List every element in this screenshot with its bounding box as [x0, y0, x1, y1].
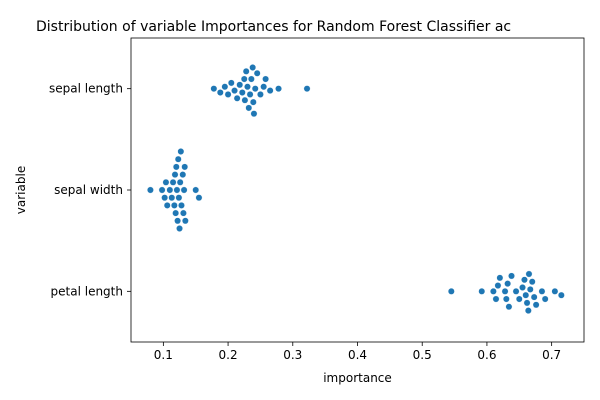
data-point — [181, 163, 189, 171]
data-point — [179, 171, 187, 179]
data-point — [250, 110, 258, 118]
data-point — [501, 287, 509, 295]
y-tick-label: sepal length — [49, 82, 123, 96]
x-tick-label: 0.4 — [348, 348, 367, 362]
data-point — [275, 85, 282, 93]
data-point — [245, 104, 253, 112]
data-point — [161, 194, 169, 202]
data-point — [249, 98, 257, 106]
x-tick-label: 0.2 — [219, 348, 238, 362]
data-point — [262, 75, 270, 83]
data-point — [522, 291, 530, 299]
data-point — [166, 186, 174, 194]
data-point — [168, 194, 176, 202]
x-tick-label: 0.5 — [413, 348, 432, 362]
data-point — [478, 287, 486, 295]
y-axis-label: variable — [14, 166, 28, 214]
data-point — [172, 209, 180, 217]
y-axis: sepal length sepal width petal length — [49, 82, 131, 298]
data-point — [176, 225, 183, 232]
data-point — [174, 217, 181, 225]
data-point — [242, 67, 250, 75]
data-point — [519, 284, 526, 291]
x-axis: 0.1 0.2 0.3 0.4 0.5 0.6 0.7 — [154, 342, 561, 362]
data-point — [195, 194, 203, 202]
data-point — [238, 89, 246, 96]
data-point — [210, 85, 218, 93]
data-point — [489, 287, 497, 295]
data-point — [508, 272, 515, 280]
data-point — [504, 280, 512, 288]
data-point — [181, 217, 189, 225]
x-axis-label: importance — [323, 371, 392, 385]
x-tick-label: 0.3 — [283, 348, 302, 362]
data-point — [169, 178, 177, 186]
data-point — [530, 293, 538, 301]
data-point — [224, 91, 232, 98]
data-point — [221, 83, 229, 91]
plot-area — [147, 64, 565, 314]
data-point — [521, 276, 528, 284]
data-point — [551, 287, 559, 295]
data-point — [247, 75, 255, 83]
data-point — [180, 186, 188, 194]
data-point — [523, 299, 531, 307]
data-point — [496, 274, 504, 282]
data-point — [515, 295, 523, 303]
data-point — [171, 171, 179, 179]
data-point — [241, 96, 249, 104]
data-point — [538, 287, 546, 295]
data-point — [557, 291, 565, 299]
data-point — [236, 81, 244, 89]
data-point — [260, 83, 268, 91]
data-point — [528, 278, 536, 286]
data-point — [180, 209, 187, 217]
data-point — [249, 64, 257, 71]
data-point — [494, 282, 502, 289]
data-point — [524, 307, 532, 314]
data-point — [176, 178, 184, 186]
data-point — [192, 186, 200, 194]
data-point — [253, 69, 261, 77]
data-point — [532, 301, 540, 309]
x-tick-label: 0.7 — [542, 348, 561, 362]
y-tick-label: sepal width — [54, 183, 123, 197]
data-point — [147, 186, 154, 194]
data-point — [173, 186, 181, 194]
data-point — [244, 83, 251, 91]
data-point — [216, 89, 224, 96]
data-point — [525, 270, 533, 278]
data-point — [526, 286, 534, 293]
data-point — [163, 201, 171, 209]
data-point — [170, 201, 178, 209]
data-point — [240, 75, 248, 83]
data-point — [158, 186, 166, 194]
data-point — [175, 194, 183, 202]
data-point — [257, 91, 264, 98]
data-point — [246, 91, 254, 98]
data-point — [172, 163, 180, 171]
data-point — [162, 178, 170, 186]
x-tick-label: 0.1 — [154, 348, 173, 362]
data-point — [178, 201, 185, 209]
data-point — [447, 287, 455, 295]
data-point — [231, 87, 238, 94]
data-point — [174, 155, 182, 163]
data-point — [177, 148, 185, 155]
data-point — [233, 94, 241, 102]
chart-title: Distribution of variable Importances for… — [36, 19, 511, 35]
data-point — [512, 287, 520, 295]
data-point — [492, 295, 500, 303]
data-point — [303, 85, 311, 93]
data-point — [505, 303, 513, 311]
y-tick-label: petal length — [51, 284, 123, 298]
x-tick-label: 0.6 — [477, 348, 496, 362]
data-point — [251, 85, 259, 93]
data-point — [502, 295, 510, 303]
data-point — [227, 79, 235, 87]
data-point — [541, 295, 549, 303]
data-point — [266, 87, 274, 94]
